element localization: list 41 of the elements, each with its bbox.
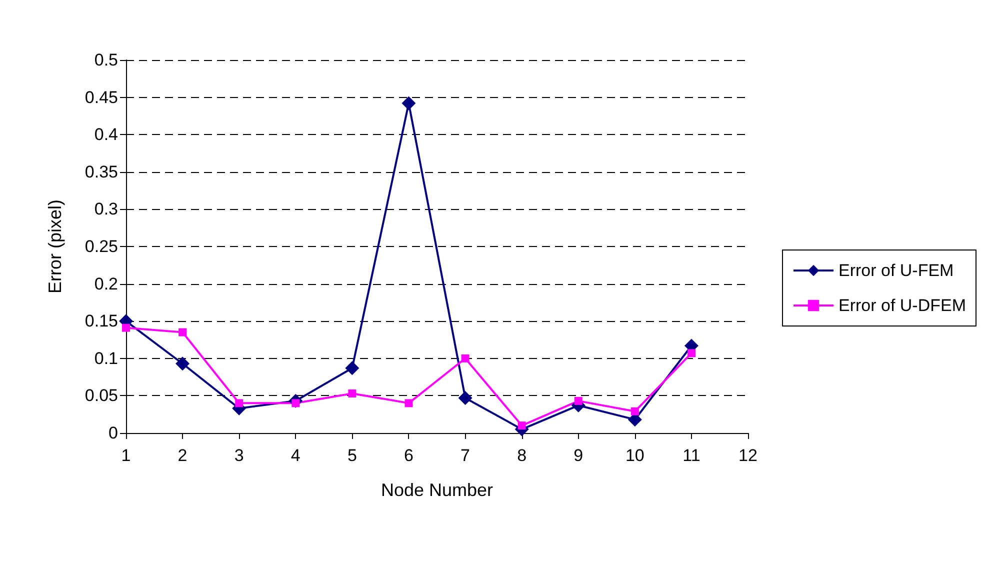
- x-tick-label: 6: [404, 446, 414, 465]
- x-tick-label: 3: [234, 446, 244, 465]
- x-tick-label: 1: [121, 446, 131, 465]
- point: [574, 396, 582, 405]
- point: [402, 96, 416, 110]
- y-tick-label: 0.4: [94, 125, 118, 144]
- x-tick-label: 4: [290, 446, 300, 465]
- y-tick-label: 0.05: [84, 386, 118, 406]
- x-tick-label: 11: [682, 446, 700, 465]
- point: [630, 407, 639, 416]
- point: [122, 324, 130, 332]
- point: [518, 422, 526, 430]
- point: [458, 390, 472, 405]
- x-tick-label: 8: [517, 446, 527, 465]
- x-tick-label: 2: [178, 446, 188, 465]
- x-tick-label: 12: [738, 446, 758, 465]
- y-tick-label: 0.15: [84, 312, 118, 331]
- point: [235, 399, 244, 408]
- y-tick-label: 0.35: [84, 162, 118, 182]
- x-tick-label: 10: [625, 446, 644, 465]
- point: [348, 389, 356, 398]
- point: [461, 354, 470, 362]
- y-tick-label: 0.5: [94, 50, 118, 70]
- y-tick-label: 0.1: [94, 348, 118, 368]
- legend-label: Error of U-FEM: [838, 261, 954, 280]
- point: [178, 328, 187, 336]
- y-tick-label: 0.25: [84, 237, 118, 256]
- point: [404, 399, 413, 408]
- legend-label: Error of U-DFEM: [838, 296, 966, 315]
- point: [176, 356, 190, 371]
- point: [345, 361, 360, 376]
- y-tick-label: 0.45: [84, 88, 118, 107]
- x-tick-label: 7: [460, 446, 470, 465]
- x-tick-label: 5: [347, 446, 357, 465]
- y-tick-label: 0.2: [94, 274, 118, 294]
- point: [687, 349, 696, 358]
- y-axis-title: Error (pixel): [45, 199, 65, 294]
- x-axis-title: Node Number: [380, 480, 494, 500]
- y-tick-label: 0.3: [94, 200, 118, 219]
- y-tick-label: 0: [108, 424, 118, 442]
- x-tick-label: 9: [574, 446, 584, 465]
